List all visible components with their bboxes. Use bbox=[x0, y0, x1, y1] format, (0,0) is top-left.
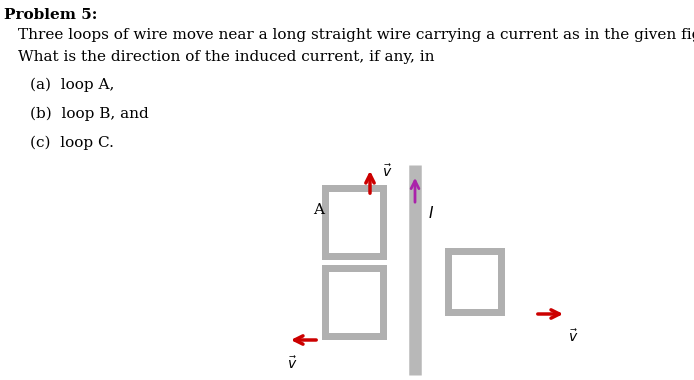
Bar bbox=[323, 264, 387, 339]
Bar bbox=[445, 248, 505, 316]
Text: (b)  loop B, and: (b) loop B, and bbox=[30, 107, 149, 121]
Text: B: B bbox=[353, 283, 364, 297]
Text: $\mathit{I}$: $\mathit{I}$ bbox=[428, 205, 434, 221]
Text: $\vec{v}$: $\vec{v}$ bbox=[568, 328, 578, 345]
Bar bbox=[323, 185, 387, 260]
Text: $\vec{v}$: $\vec{v}$ bbox=[382, 164, 392, 180]
Text: Three loops of wire move near a long straight wire carrying a current as in the : Three loops of wire move near a long str… bbox=[18, 28, 694, 42]
Bar bbox=[330, 192, 380, 252]
Text: Problem 5:: Problem 5: bbox=[4, 8, 97, 22]
Text: C: C bbox=[453, 261, 464, 275]
Bar bbox=[452, 255, 498, 309]
Text: $\vec{v}$: $\vec{v}$ bbox=[287, 355, 297, 372]
Text: (c)  loop C.: (c) loop C. bbox=[30, 136, 114, 150]
Bar bbox=[330, 271, 380, 332]
Text: What is the direction of the induced current, if any, in: What is the direction of the induced cur… bbox=[18, 50, 434, 64]
Text: (a)  loop A,: (a) loop A, bbox=[30, 78, 115, 92]
Text: A: A bbox=[313, 203, 324, 217]
